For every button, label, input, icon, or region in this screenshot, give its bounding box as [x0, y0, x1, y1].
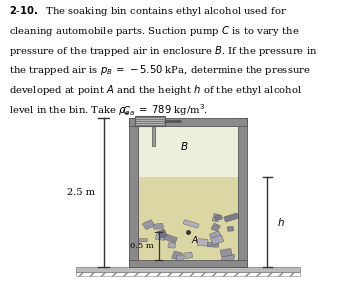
FancyBboxPatch shape	[137, 239, 147, 242]
Text: cleaning automobile parts. Suction pump $C$ is to vary the: cleaning automobile parts. Suction pump …	[9, 24, 299, 38]
FancyBboxPatch shape	[177, 255, 184, 262]
FancyBboxPatch shape	[210, 235, 224, 245]
FancyBboxPatch shape	[156, 234, 166, 240]
FancyBboxPatch shape	[211, 223, 220, 231]
FancyBboxPatch shape	[158, 229, 167, 238]
Bar	[129, 118, 138, 267]
Bar	[129, 118, 247, 126]
Bar	[76, 272, 300, 276]
FancyBboxPatch shape	[142, 220, 155, 230]
Text: level in the bin. Take $\rho_{ea}\;=\;789$ kg/m$^3$.: level in the bin. Take $\rho_{ea}\;=\;78…	[9, 102, 208, 118]
Bar	[238, 118, 247, 267]
Text: $B$: $B$	[180, 140, 189, 152]
FancyBboxPatch shape	[221, 252, 235, 263]
Text: 0.5 m: 0.5 m	[130, 242, 154, 250]
FancyBboxPatch shape	[227, 226, 234, 231]
FancyBboxPatch shape	[215, 215, 222, 220]
FancyBboxPatch shape	[207, 242, 219, 247]
FancyBboxPatch shape	[153, 223, 164, 230]
FancyBboxPatch shape	[197, 239, 208, 246]
FancyBboxPatch shape	[209, 231, 222, 241]
FancyBboxPatch shape	[172, 251, 182, 260]
FancyBboxPatch shape	[212, 214, 220, 222]
Text: $C$: $C$	[122, 104, 131, 116]
Bar	[152, 126, 155, 146]
Text: 2.5 m: 2.5 m	[67, 188, 95, 197]
FancyBboxPatch shape	[168, 243, 175, 248]
Text: developed at point $A$ and the height $h$ of the ethyl alcohol: developed at point $A$ and the height $h…	[9, 83, 302, 97]
Bar	[138, 126, 238, 260]
FancyBboxPatch shape	[224, 213, 239, 222]
FancyBboxPatch shape	[220, 248, 232, 257]
FancyBboxPatch shape	[163, 234, 177, 243]
FancyBboxPatch shape	[183, 220, 199, 228]
Bar	[138, 177, 238, 260]
Text: $A$: $A$	[191, 234, 199, 245]
Text: pressure of the trapped air in enclosure $B$. If the pressure in: pressure of the trapped air in enclosure…	[9, 44, 317, 58]
Text: $h$: $h$	[277, 216, 285, 228]
Bar	[76, 267, 300, 272]
Bar	[135, 116, 165, 126]
Bar	[129, 260, 247, 267]
FancyBboxPatch shape	[184, 252, 193, 259]
Text: the trapped air is $p_B\,=\,-5.50$ kPa, determine the pressure: the trapped air is $p_B\,=\,-5.50$ kPa, …	[9, 63, 310, 77]
Text: $\mathbf{2\text{-}10.}$  The soaking bin contains ethyl alcohol used for: $\mathbf{2\text{-}10.}$ The soaking bin …	[9, 4, 287, 18]
